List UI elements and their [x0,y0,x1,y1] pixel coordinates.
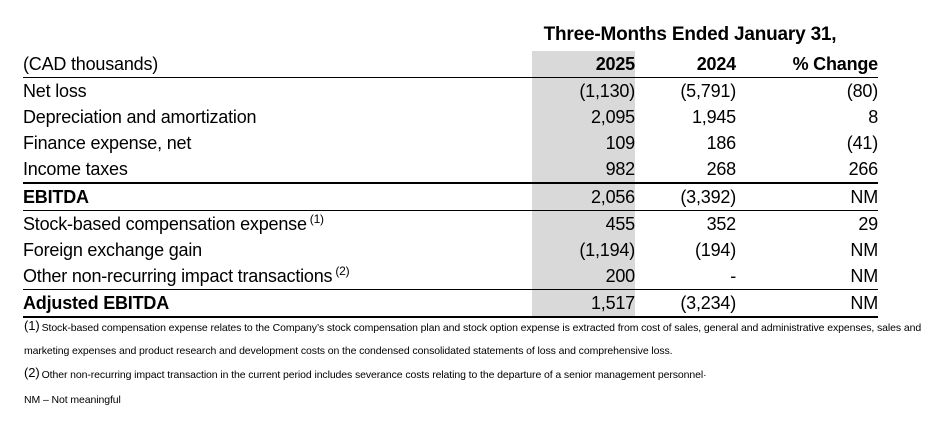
row-label: Foreign exchange gain [23,237,532,263]
cell-2025-value: 2,056 [532,183,635,211]
column-header-percent-change: % Change [736,51,878,78]
cell-2024-value: 352 [706,214,737,234]
footnote-2: (2) Other non-recurring impact transactio… [24,362,936,387]
row-label-text: Stock-based compensation expense [23,214,307,234]
period-title: Three-Months Ended January 31, [543,24,837,45]
table-row-net-loss: Net loss (1,130) (5,791) (80) [23,77,878,105]
cell-2025-value: 1,517 [532,289,635,318]
cell-change-value: (41) [846,133,878,153]
cell-2024-value: (3,392) [635,183,736,211]
row-label-text: Other non-recurring impact transactions [23,266,333,286]
cell-2024-value: (5,791) [680,81,736,101]
row-label-text: EBITDA [23,187,89,207]
cell-change-value: NM [736,263,878,290]
table-row-finance-expense: Finance expense, net 109 186 (41) [23,130,878,156]
unit-label: (CAD thousands) [23,51,532,78]
table-header-row: (CAD thousands) 2025 2024 % Change [23,51,878,78]
row-label-text: Net loss [23,81,87,101]
row-label: Other non-recurring impact transactions(… [23,263,532,290]
row-label: Finance expense, net [23,130,532,156]
table-row-income-taxes: Income taxes 982 268 266 [23,156,878,184]
cell-2025-value: (1,130) [532,77,635,104]
footnote-nm: NM – Not meaningful [24,387,936,412]
footnote-2-marker: (2) [24,365,40,380]
table-row-adjusted-ebitda: Adjusted EBITDA 1,517 (3,234) NM [23,289,878,318]
cell-change-value: 8 [868,107,878,127]
table-row-other-non-recurring: Other non-recurring impact transactions(… [23,263,878,290]
row-label-text: Depreciation and amortization [23,107,257,127]
cell-change-value: NM [736,183,878,211]
table-row-ebitda: EBITDA 2,056 (3,392) NM [23,183,878,211]
footnote-nm-text: NM – Not meaningful [24,393,121,406]
cell-2024-value: 1,945 [691,107,736,127]
row-label: Adjusted EBITDA [23,289,532,318]
table-row-stock-compensation: Stock-based compensation expense (1) 455 … [23,210,878,238]
row-label-text: Foreign exchange gain [23,240,202,260]
footnote-1-marker: (1) [24,318,40,333]
cell-change-value: (80) [846,81,878,101]
footnote-2-text: Other non-recurring impact transaction i… [41,369,707,381]
cell-2025-value: 200 [532,263,635,290]
cell-2025-value: 2,095 [532,104,635,130]
footnote-1-ref: (1) [309,212,324,226]
table-row-foreign-exchange: Foreign exchange gain (1,194) (194) NM [23,237,878,263]
footnote-2-ref: (2) [335,264,350,278]
cell-change-value: 29 [858,214,878,234]
row-label-text: Income taxes [23,159,128,179]
cell-2024-value: 268 [635,156,736,184]
column-header-2024: 2024 [635,51,736,78]
row-label: Income taxes [23,156,532,184]
row-label-text: Adjusted EBITDA [23,293,170,313]
cell-2025-value: 982 [532,156,635,184]
cell-2024-value: 186 [706,133,737,153]
row-label: Net loss [23,78,532,105]
cell-2025-value: (1,194) [532,237,635,263]
footnote-1: (1) Stock-based compensation expense rela… [24,315,936,362]
cell-change-value: 266 [736,156,878,184]
cell-2024-value: (194) [694,240,736,260]
cell-2025-value: 109 [532,130,635,156]
footnotes-block: (1) Stock-based compensation expense rela… [24,315,936,411]
cell-2025-value: 455 [532,210,635,237]
table-row-depreciation: Depreciation and amortization 2,095 1,94… [23,104,878,130]
ebitda-reconciliation-table: (CAD thousands) 2025 2024 % Change Net l… [23,51,878,318]
cell-2024-value: - [635,263,736,290]
row-label: Stock-based compensation expense (1) [23,211,532,238]
row-label-text: Finance expense, net [23,133,192,153]
footnote-1-text: Stock-based compensation expense relates… [24,322,922,357]
cell-change-value: NM [736,289,878,318]
cell-change-value: NM [850,240,878,260]
column-header-2025: 2025 [532,51,635,78]
row-label: Depreciation and amortization [23,104,532,130]
cell-2024-value: (3,234) [635,289,736,318]
row-label: EBITDA [23,183,532,211]
